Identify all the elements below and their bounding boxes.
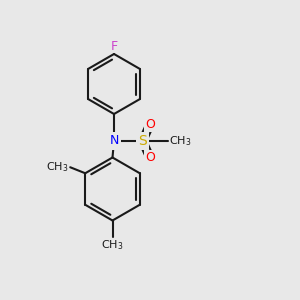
Text: CH$_3$: CH$_3$ (46, 160, 69, 174)
Text: N: N (109, 134, 119, 148)
Text: F: F (110, 40, 118, 52)
Text: O: O (145, 118, 155, 131)
Text: S: S (138, 134, 147, 148)
Text: CH$_3$: CH$_3$ (169, 134, 192, 148)
Text: CH$_3$: CH$_3$ (101, 238, 124, 252)
Text: O: O (145, 151, 155, 164)
